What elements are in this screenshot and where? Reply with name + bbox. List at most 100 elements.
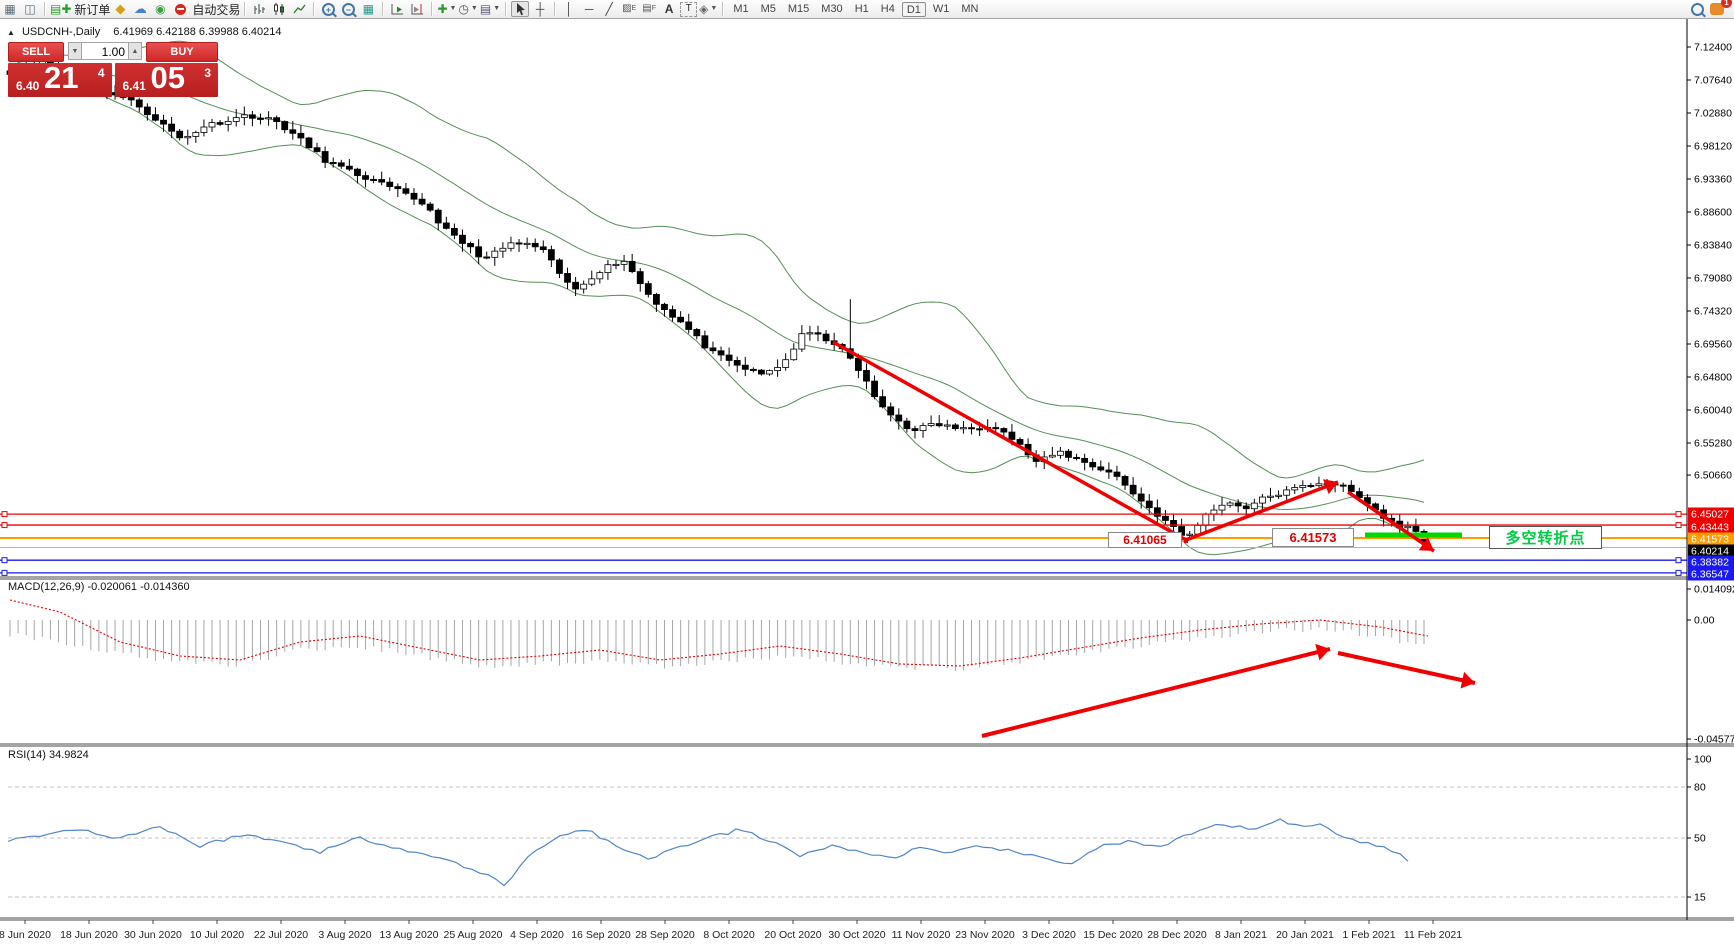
toolbar-separator xyxy=(722,2,724,16)
text-label-tool-icon[interactable]: T xyxy=(680,1,698,17)
periods-button[interactable]: ◷ ▼ xyxy=(458,2,478,16)
autotrading-label[interactable]: 自动交易 xyxy=(192,2,241,17)
svg-text:6.83840: 6.83840 xyxy=(1694,240,1732,252)
svg-text:6.60040: 6.60040 xyxy=(1694,405,1732,417)
timeframe-mn[interactable]: MN xyxy=(961,2,979,15)
low-price-annotation[interactable]: 6.41065 xyxy=(1108,532,1182,548)
timeframe-m30[interactable]: M30 xyxy=(821,2,843,15)
svg-text:6.74320: 6.74320 xyxy=(1694,306,1732,318)
timeframe-d1[interactable]: D1 xyxy=(901,1,926,17)
candlesticks xyxy=(6,56,1428,549)
pivot-note-annotation[interactable]: 多空转折点 xyxy=(1489,526,1602,549)
fibonacci-tool-icon[interactable]: ▤ F xyxy=(642,3,656,14)
bollinger-bands xyxy=(9,40,1425,556)
toolbar-separator xyxy=(505,2,507,16)
toolbar-separator xyxy=(313,2,315,16)
volume-input[interactable]: 1.00 xyxy=(82,42,128,60)
buy-price-small: 6.41 xyxy=(122,79,146,93)
bar-chart-icon[interactable] xyxy=(250,1,268,17)
chart-window-icon[interactable]: ▦ xyxy=(4,2,16,16)
svg-text:25 Aug 2020: 25 Aug 2020 xyxy=(444,929,503,941)
collapse-panel-icon[interactable]: ▲ xyxy=(7,28,15,37)
chart-canvas[interactable]: 7.12400 7.07640 7.02880 6.98120 6.93360 6.886… xyxy=(0,18,1734,945)
timeframe-m1[interactable]: M1 xyxy=(733,2,749,15)
new-order-icon[interactable]: ▤✚ xyxy=(50,2,72,16)
sell-price-small: 6.40 xyxy=(16,79,40,93)
svg-text:28 Sep 2020: 28 Sep 2020 xyxy=(635,929,695,941)
text-tool-icon[interactable]: A xyxy=(664,2,674,16)
svg-text:20 Jan 2021: 20 Jan 2021 xyxy=(1276,929,1334,941)
templates-button[interactable]: ▤ ▼ xyxy=(479,2,501,16)
horizontal-line-tool-icon[interactable]: ─ xyxy=(584,2,594,16)
toolbar-separator xyxy=(44,2,45,16)
zoom-out-icon[interactable]: − xyxy=(339,1,357,17)
mql5-community-icon[interactable]: ☁ xyxy=(133,1,147,16)
line-chart-icon[interactable] xyxy=(290,1,308,17)
svg-text:50: 50 xyxy=(1694,833,1706,845)
signals-icon[interactable]: ◉ xyxy=(155,2,166,16)
arrows-tool-icon[interactable]: ◈ ▼ xyxy=(699,2,718,16)
svg-text:23 Nov 2020: 23 Nov 2020 xyxy=(955,929,1015,941)
vertical-line-tool-icon[interactable]: │ xyxy=(565,2,573,16)
new-order-label[interactable]: 新订单 xyxy=(74,2,111,17)
svg-text:0.014092: 0.014092 xyxy=(1694,584,1734,596)
tile-windows-icon[interactable]: ▦ xyxy=(362,2,375,16)
svg-text:100: 100 xyxy=(1694,754,1712,766)
sell-price-cell[interactable]: 6.40 21 4 xyxy=(8,60,112,97)
price-levels[interactable] xyxy=(0,511,1687,576)
svg-text:30 Oct 2020: 30 Oct 2020 xyxy=(828,929,885,941)
axes[interactable]: 7.12400 7.07640 7.02880 6.98120 6.93360 6.886… xyxy=(0,19,1734,921)
svg-text:11 Feb 2021: 11 Feb 2021 xyxy=(1404,929,1462,941)
svg-text:7.02880: 7.02880 xyxy=(1694,108,1732,120)
sell-button[interactable]: SELL xyxy=(8,42,64,62)
candlestick-chart-icon[interactable] xyxy=(270,1,288,17)
buy-price-big: 05 xyxy=(150,60,185,95)
sell-price-sup: 4 xyxy=(97,66,105,80)
svg-text:13 Aug 2020: 13 Aug 2020 xyxy=(380,929,439,941)
chart-shift-icon[interactable] xyxy=(408,1,426,17)
timeframe-m5[interactable]: M5 xyxy=(760,2,776,15)
svg-text:8 Jan 2021: 8 Jan 2021 xyxy=(1215,929,1267,941)
svg-text:16 Sep 2020: 16 Sep 2020 xyxy=(571,929,631,941)
buy-button[interactable]: BUY xyxy=(146,42,218,62)
toolbar-separator xyxy=(554,2,556,16)
svg-text:6.43443: 6.43443 xyxy=(1691,522,1729,534)
volume-increase-button[interactable]: ▲ xyxy=(128,42,142,60)
main-toolbar: ▦ ◫ ▤✚ 新订单 ◆ ☁ ◉ 自动交易 + − ▦ ✚ ▼ ◷ ▼ ▤ ▼ ┼ │… xyxy=(0,0,1734,19)
svg-text:7.12400: 7.12400 xyxy=(1694,42,1732,54)
equidistant-channel-tool-icon[interactable]: ▨ E xyxy=(622,3,637,14)
svg-text:6.69560: 6.69560 xyxy=(1694,339,1732,351)
chart-ohlc-values: 6.41969 6.42188 6.39988 6.40214 xyxy=(113,26,282,38)
svg-text:1 Feb 2021: 1 Feb 2021 xyxy=(1342,929,1395,941)
notification-badge: 1 xyxy=(1721,0,1732,8)
toolbar-separator xyxy=(382,2,384,16)
timeframe-m15[interactable]: M15 xyxy=(787,2,810,15)
auto-scroll-icon[interactable] xyxy=(388,1,406,17)
svg-text:6.45027: 6.45027 xyxy=(1691,509,1729,521)
timeframe-w1[interactable]: W1 xyxy=(932,2,950,15)
svg-text:6.50660: 6.50660 xyxy=(1694,470,1732,482)
svg-text:20 Oct 2020: 20 Oct 2020 xyxy=(764,929,821,941)
notifications-icon[interactable]: 1 xyxy=(1708,0,1732,17)
timeframe-h4[interactable]: H4 xyxy=(880,2,895,15)
search-icon[interactable] xyxy=(1688,1,1706,17)
trendline-tool-icon[interactable]: ╱ xyxy=(605,2,613,16)
profile-window-icon[interactable]: ◫ xyxy=(24,2,36,16)
crosshair-tool-icon[interactable]: ┼ xyxy=(535,2,545,16)
svg-text:10 Jul 2020: 10 Jul 2020 xyxy=(190,929,244,941)
zoom-in-icon[interactable]: + xyxy=(319,1,337,17)
date-axis[interactable]: 8 Jun 2020 18 Jun 2020 30 Jun 2020 10 Jul 2… xyxy=(0,920,1462,941)
level-price-annotation[interactable]: 6.41573 xyxy=(1272,528,1354,547)
svg-text:7.07640: 7.07640 xyxy=(1694,75,1732,87)
trend-arrows[interactable] xyxy=(832,340,1435,553)
buy-price-cell[interactable]: 6.41 05 3 xyxy=(114,60,218,97)
cursor-tool-icon[interactable] xyxy=(511,1,530,17)
autotrading-icon[interactable] xyxy=(171,1,189,17)
toolbar-separator xyxy=(431,2,433,16)
indicators-button[interactable]: ✚ ▼ xyxy=(437,2,457,16)
metaeditor-icon[interactable]: ◆ xyxy=(115,1,126,16)
volume-decrease-button[interactable]: ▼ xyxy=(68,42,82,60)
svg-text:6.93360: 6.93360 xyxy=(1694,174,1732,186)
timeframe-h1[interactable]: H1 xyxy=(854,2,869,15)
